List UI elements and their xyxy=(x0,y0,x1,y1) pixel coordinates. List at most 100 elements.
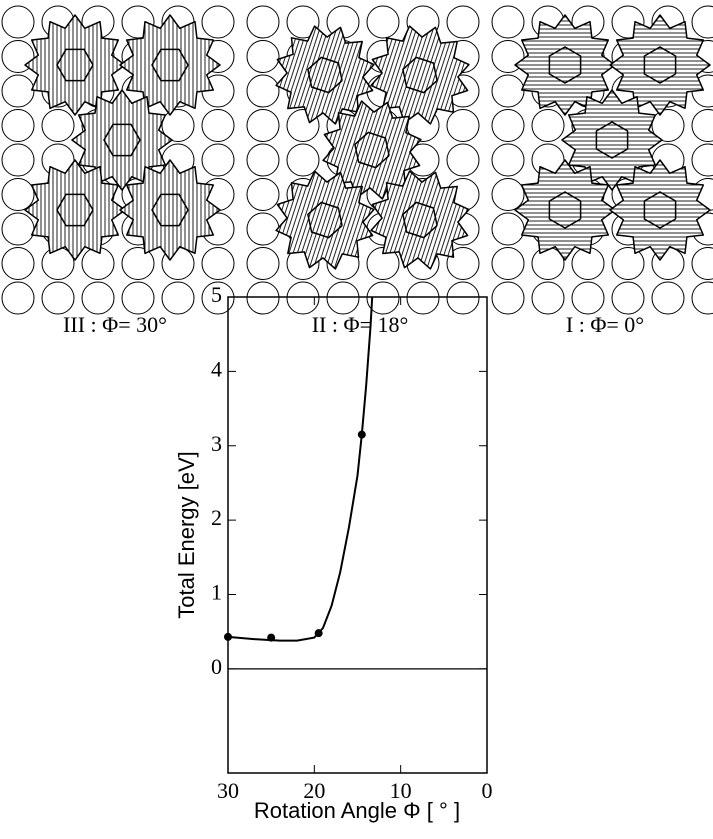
substrate-atom xyxy=(41,109,75,142)
substrate-atom xyxy=(366,5,400,39)
panel: I : Φ= 0° xyxy=(491,5,713,337)
ring xyxy=(151,193,189,227)
substrate-atom xyxy=(691,281,713,315)
substrate-atom xyxy=(246,74,280,108)
y-tick-label: 1 xyxy=(211,580,222,605)
substrate-atom xyxy=(201,5,235,39)
substrate-atom xyxy=(201,109,235,142)
y-tick-label: 2 xyxy=(211,505,222,530)
substrate-atom xyxy=(691,5,713,39)
substrate-atom xyxy=(286,281,320,315)
substrate-atom xyxy=(491,5,525,39)
substrate-atom xyxy=(1,247,35,280)
substrate-atom xyxy=(121,281,155,315)
substrate-atom xyxy=(651,109,685,142)
y-tick-label: 3 xyxy=(211,431,222,456)
substrate-atom xyxy=(611,281,645,315)
substrate-atom xyxy=(446,281,480,315)
panel-label: I : Φ= 0° xyxy=(566,312,644,337)
substrate-atom xyxy=(1,178,35,211)
panel-label: III : Φ= 30° xyxy=(63,312,167,337)
substrate-atom xyxy=(161,281,195,315)
ring xyxy=(595,121,629,159)
substrate-atom xyxy=(41,281,75,315)
substrate-atom xyxy=(1,281,35,315)
substrate-atom xyxy=(531,109,565,142)
ring xyxy=(151,48,189,82)
substrate-atom xyxy=(246,40,280,73)
substrate-atom xyxy=(246,5,280,39)
panel: II : Φ= 18° xyxy=(246,5,480,337)
x-axis-label: Rotation Angle Φ [ ° ] xyxy=(254,798,460,823)
y-tick-label: 5 xyxy=(211,282,222,307)
substrate-atom xyxy=(1,5,35,39)
molecule xyxy=(24,159,126,261)
molecule xyxy=(370,170,470,270)
substrate-atom xyxy=(491,212,525,246)
substrate-atom xyxy=(491,143,525,177)
substrate-atom xyxy=(446,5,480,39)
molecule xyxy=(119,14,221,116)
x-tick-label: 0 xyxy=(482,778,493,803)
structure-panels: III : Φ= 30° II : Φ= 18° I : Φ= 0° xyxy=(1,5,713,337)
substrate-atom xyxy=(201,281,235,315)
molecule xyxy=(609,159,711,261)
substrate-atom xyxy=(1,109,35,142)
substrate-atom xyxy=(491,281,525,315)
substrate-atom xyxy=(81,281,115,315)
energy-curve xyxy=(227,296,374,642)
molecule xyxy=(275,170,375,270)
panel: III : Φ= 30° xyxy=(1,5,235,337)
substrate-atom xyxy=(491,109,525,142)
molecule xyxy=(561,89,663,191)
x-tick-label: 10 xyxy=(390,778,412,803)
molecule xyxy=(119,159,221,261)
molecule xyxy=(322,100,422,200)
ring xyxy=(354,131,390,169)
molecule xyxy=(370,25,470,125)
ring xyxy=(548,46,582,84)
plot-frame xyxy=(227,296,488,774)
ring xyxy=(307,56,343,94)
substrate-atom xyxy=(1,212,35,246)
ring xyxy=(56,193,94,227)
ring xyxy=(402,56,438,94)
substrate-atom xyxy=(246,247,280,280)
ring xyxy=(307,201,343,239)
substrate-atom xyxy=(611,247,645,280)
ring xyxy=(643,191,677,229)
substrate-atom xyxy=(491,178,525,211)
y-tick-label: 0 xyxy=(211,654,222,679)
substrate-atom xyxy=(446,109,480,142)
substrate-atom xyxy=(1,74,35,108)
substrate-atom xyxy=(531,281,565,315)
molecule xyxy=(275,25,375,125)
ring xyxy=(402,201,438,239)
substrate-atom xyxy=(691,109,713,142)
substrate-atom xyxy=(691,247,713,280)
ring xyxy=(56,48,94,82)
data-point xyxy=(224,632,232,641)
x-tick-label: 20 xyxy=(303,778,325,803)
molecule xyxy=(514,159,616,261)
substrate-atom xyxy=(286,5,320,39)
molecule xyxy=(609,14,711,116)
substrate-atom xyxy=(246,143,280,177)
substrate-atom xyxy=(491,247,525,280)
substrate-atom xyxy=(246,178,280,211)
substrate-atom xyxy=(366,247,400,280)
chart: Rotation Angle Φ [ ° ] Total Energy [eV]… xyxy=(174,282,493,823)
x-tick-label: 30 xyxy=(217,778,239,803)
y-axis-label: Total Energy [eV] xyxy=(174,451,199,619)
substrate-atom xyxy=(326,281,360,315)
substrate-atom xyxy=(446,247,480,280)
y-tick-label: 4 xyxy=(211,356,222,381)
substrate-atom xyxy=(246,281,280,315)
molecule xyxy=(514,14,616,116)
substrate-atom xyxy=(651,281,685,315)
substrate-atom xyxy=(161,109,195,142)
ring xyxy=(643,46,677,84)
panel-label: II : Φ= 18° xyxy=(312,312,409,337)
substrate-atom xyxy=(491,74,525,108)
